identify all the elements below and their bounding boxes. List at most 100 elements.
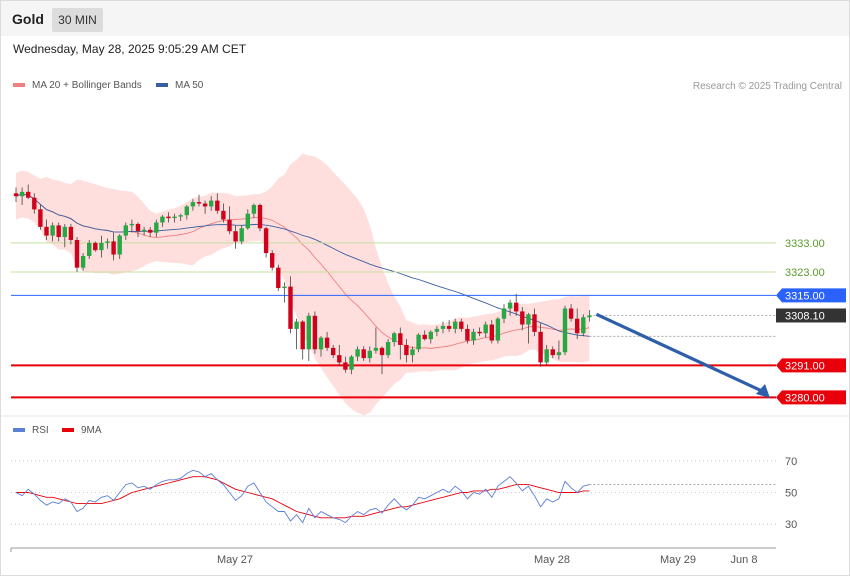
candle-body bbox=[544, 349, 549, 363]
candle-body bbox=[471, 331, 476, 341]
candle-body bbox=[13, 193, 19, 197]
candle-body bbox=[446, 325, 452, 329]
candle-body bbox=[514, 302, 519, 312]
candle-body bbox=[538, 331, 543, 363]
ma50-line bbox=[15, 193, 590, 337]
candle-body bbox=[190, 202, 196, 207]
legend-ma50: MA 50 bbox=[156, 80, 203, 91]
candle-body bbox=[587, 315, 592, 318]
rsi-panel: 70 50 30 bbox=[11, 456, 797, 531]
candle-body bbox=[568, 308, 574, 319]
candle-body bbox=[178, 215, 183, 217]
candle-body bbox=[349, 356, 354, 370]
ma9-swatch bbox=[62, 428, 74, 433]
candle-body bbox=[489, 324, 494, 341]
candle-body bbox=[93, 242, 98, 251]
candle-body bbox=[392, 333, 397, 343]
candle-body bbox=[276, 267, 281, 289]
rsi-tick-label: 70 bbox=[785, 456, 797, 468]
support-label: 3291.00 bbox=[785, 360, 825, 372]
candle-body bbox=[294, 321, 299, 329]
candle-body bbox=[263, 228, 269, 254]
candle-body bbox=[172, 216, 177, 219]
time-axis-label: May 28 bbox=[534, 554, 570, 566]
candle-body bbox=[44, 226, 49, 236]
candle-body bbox=[495, 318, 501, 341]
candle-body bbox=[520, 311, 525, 325]
ma20-swatch bbox=[13, 83, 25, 88]
candle-body bbox=[428, 331, 433, 340]
time-axis-label: Jun 8 bbox=[731, 554, 758, 566]
instrument-title: Gold bbox=[12, 11, 44, 27]
candle-body bbox=[129, 223, 135, 226]
support-tag bbox=[776, 390, 846, 405]
candle-body bbox=[87, 242, 92, 256]
candle-body bbox=[404, 344, 409, 356]
candle-body bbox=[62, 226, 67, 238]
candle-body bbox=[312, 315, 318, 350]
candle-body bbox=[379, 347, 385, 356]
research-credit: Research © 2025 Trading Central bbox=[692, 81, 842, 92]
candle-body bbox=[160, 216, 165, 223]
legend-9ma-label: 9MA bbox=[81, 425, 102, 436]
chart-header: Gold 30 MIN bbox=[1, 1, 849, 36]
candle-body bbox=[422, 334, 427, 340]
support-tag bbox=[776, 358, 846, 373]
candle-body bbox=[117, 235, 122, 255]
candle-body bbox=[282, 286, 287, 289]
projection-arrowhead bbox=[756, 383, 770, 398]
candle-body bbox=[477, 331, 482, 334]
candle-body bbox=[141, 229, 147, 232]
ma9-line bbox=[16, 476, 590, 519]
candle-body bbox=[74, 239, 80, 268]
candle-body bbox=[507, 302, 513, 309]
candle-body bbox=[32, 197, 37, 210]
candle-body bbox=[300, 321, 305, 350]
rsi-line bbox=[15, 469, 590, 524]
candle-body bbox=[245, 213, 250, 229]
candle-body bbox=[270, 253, 275, 268]
projection-arrow bbox=[595, 312, 765, 394]
candle-body bbox=[501, 308, 507, 319]
time-axis-label: May 27 bbox=[217, 554, 253, 566]
candle-body bbox=[343, 362, 348, 370]
candle-body bbox=[38, 209, 43, 227]
candle-body bbox=[440, 325, 446, 329]
candle-body bbox=[239, 228, 244, 242]
ma50-swatch bbox=[156, 83, 168, 88]
candle-body bbox=[526, 314, 531, 325]
pivot-label: 3315.00 bbox=[785, 290, 825, 302]
rsi-swatch bbox=[13, 428, 25, 433]
candle-body bbox=[227, 219, 232, 232]
candle-body bbox=[196, 202, 202, 204]
candle-body bbox=[135, 223, 141, 232]
rsi-tick-label: 30 bbox=[785, 519, 797, 531]
legend-ma20: MA 20 + Bollinger Bands bbox=[13, 80, 142, 91]
candle-body bbox=[257, 204, 263, 229]
candle-body bbox=[465, 328, 470, 341]
candle-body bbox=[483, 324, 488, 334]
candle-body bbox=[105, 241, 110, 243]
candle-body bbox=[154, 222, 159, 233]
timestamp: Wednesday, May 28, 2025 9:05:29 AM CET bbox=[13, 42, 247, 56]
legend-9ma: 9MA bbox=[62, 425, 102, 436]
legend-rsi-label: RSI bbox=[32, 425, 49, 436]
candle-body bbox=[306, 315, 311, 350]
time-axis: May 27 May 28 May 29 Jun 8 bbox=[10, 547, 776, 566]
candle-body bbox=[80, 256, 86, 268]
candle-body bbox=[19, 191, 25, 197]
candle-body bbox=[184, 206, 189, 216]
candle-body bbox=[318, 337, 324, 350]
legend-ma50-label: MA 50 bbox=[175, 80, 204, 91]
interval-button[interactable]: 30 MIN bbox=[52, 8, 103, 32]
candle-body bbox=[532, 314, 537, 332]
candle-body bbox=[233, 231, 238, 242]
candle-body bbox=[215, 200, 220, 211]
candle-body bbox=[331, 347, 336, 356]
candle-body bbox=[324, 337, 330, 348]
candle-body bbox=[123, 225, 128, 236]
candle-body bbox=[26, 191, 31, 198]
resistance-label: 3333.00 bbox=[785, 238, 825, 250]
